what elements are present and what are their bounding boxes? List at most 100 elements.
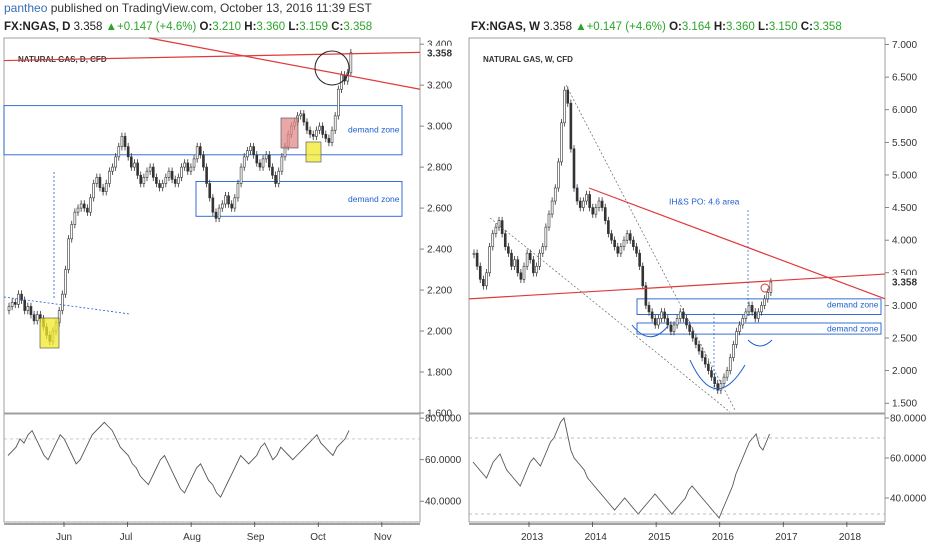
daily-candle <box>333 115 337 131</box>
weekly-y-tick-label: 1.500 <box>892 399 917 410</box>
daily-candle <box>199 146 202 156</box>
weekly-candle <box>650 311 654 319</box>
daily-candle <box>101 187 105 192</box>
weekly-candle <box>600 200 604 208</box>
daily-candle <box>136 162 139 176</box>
weekly-candle <box>616 246 620 254</box>
weekly-candle <box>594 207 598 215</box>
daily-highlight-box <box>280 117 299 149</box>
daily-candle <box>180 166 183 178</box>
weekly-y-tick-label: 3.500 <box>892 268 917 279</box>
weekly-x-tick-label: 2018 <box>839 532 862 543</box>
daily-candle <box>76 207 80 213</box>
weekly-candle <box>628 233 632 241</box>
weekly-candle <box>625 233 629 241</box>
daily-candle <box>98 177 102 188</box>
daily-highlight-box <box>305 141 322 163</box>
weekly-y-tick-label: 6.000 <box>892 105 917 116</box>
daily-circle-marker <box>314 50 350 86</box>
weekly-candle <box>644 285 648 306</box>
weekly-candle <box>510 252 513 267</box>
daily-y-tick-label: 2.200 <box>427 286 452 297</box>
left-change: +0.147 (+4.6%) <box>117 21 197 33</box>
weekly-candle <box>482 279 485 287</box>
daily-rsi-frame <box>3 413 421 523</box>
daily-candle <box>311 134 315 137</box>
weekly-candle <box>472 252 476 255</box>
author-link[interactable]: pantheo <box>4 1 48 15</box>
weekly-rsi-line <box>472 417 771 519</box>
weekly-candle <box>575 187 579 202</box>
weekly-candle <box>532 259 535 274</box>
daily-candle <box>35 314 39 322</box>
left-symbol[interactable]: FX:NGAS, D <box>4 21 71 33</box>
daily-y-tick-label: 3.000 <box>427 122 452 133</box>
daily-y-tick-label: 1.600 <box>427 409 452 420</box>
weekly-candle <box>613 239 616 247</box>
daily-candle <box>327 138 331 143</box>
right-symbol[interactable]: FX:NGAS, W <box>471 21 540 33</box>
left-chart-header: FX:NGAS, D 3.358 ▲+0.147 (+4.6%) O:3.210… <box>4 19 372 35</box>
weekly-candle <box>713 376 716 384</box>
weekly-candle <box>507 246 510 254</box>
daily-candle <box>277 170 281 184</box>
weekly-candle <box>588 194 591 208</box>
daily-last-price-label: 3.358 <box>427 48 452 59</box>
weekly-candle <box>682 311 685 319</box>
daily-candle <box>123 136 127 147</box>
daily-candle <box>236 183 240 199</box>
right-close: 3.358 <box>812 21 842 33</box>
weekly-circle-marker <box>760 283 770 293</box>
right-price: 3.358 <box>543 21 572 33</box>
daily-candle <box>108 170 111 184</box>
weekly-candle <box>722 376 726 384</box>
weekly-candle <box>738 324 741 332</box>
weekly-candle <box>547 213 551 228</box>
weekly-candle <box>707 363 710 371</box>
daily-y-tick-label: 2.000 <box>427 327 452 338</box>
daily-candle <box>177 177 180 184</box>
weekly-demand-zone-box <box>636 322 882 335</box>
weekly-candle <box>769 281 773 293</box>
weekly-x-tick-label: 2016 <box>712 532 735 543</box>
weekly-candle <box>672 324 676 332</box>
daily-candle <box>349 52 353 74</box>
weekly-rsi-tick-label: 40.0000 <box>890 494 927 505</box>
publish-text: published on TradingView.com, October 13… <box>47 1 372 15</box>
weekly-candle <box>475 252 479 267</box>
weekly-candle <box>666 318 670 326</box>
weekly-candle <box>578 200 582 208</box>
daily-candle <box>305 121 309 131</box>
weekly-candle <box>494 226 498 234</box>
weekly-candle <box>516 259 520 274</box>
daily-candle <box>142 177 146 184</box>
daily-candle <box>242 156 246 168</box>
daily-candle <box>274 174 277 184</box>
up-arrow-icon: ▲ <box>575 21 587 33</box>
weekly-candle <box>485 272 488 287</box>
weekly-annotation: demand zone <box>827 323 879 333</box>
weekly-candle <box>719 383 723 391</box>
daily-candle <box>337 88 340 117</box>
daily-resistance-line <box>148 37 421 90</box>
weekly-candle <box>725 370 729 378</box>
daily-candle <box>167 170 171 178</box>
left-open-label: O: <box>199 21 213 33</box>
daily-candle <box>92 183 95 199</box>
weekly-candle <box>622 239 626 247</box>
daily-demand-zone-box <box>3 105 403 156</box>
daily-candle <box>126 146 130 158</box>
weekly-y-tick-label: 4.000 <box>892 236 917 247</box>
daily-rsi-tick-label: 60.0000 <box>425 455 462 466</box>
weekly-candle <box>610 233 613 241</box>
weekly-candle <box>553 187 557 202</box>
daily-candle <box>233 197 237 209</box>
weekly-candle <box>653 318 657 326</box>
right-high: 3.360 <box>725 21 755 33</box>
right-close-label: C: <box>800 21 813 33</box>
weekly-candle <box>569 102 573 150</box>
daily-candle <box>224 195 227 205</box>
daily-candle <box>29 306 33 315</box>
weekly-chart-title: NATURAL GAS, W, CFD <box>483 55 573 64</box>
weekly-y-tick-label: 4.500 <box>892 203 917 214</box>
